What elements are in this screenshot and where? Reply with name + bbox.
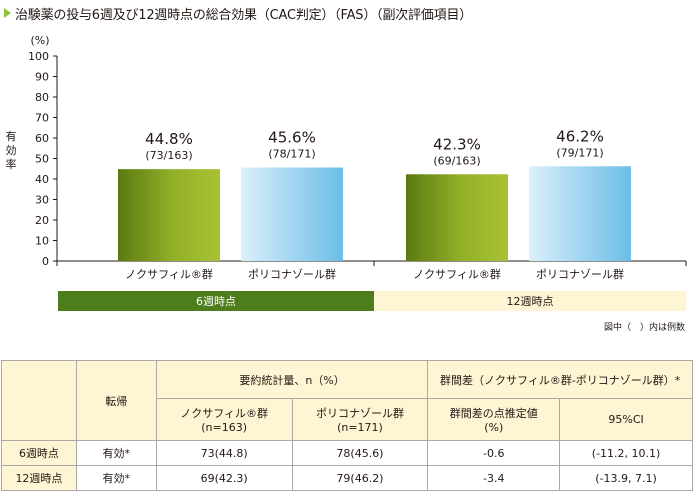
- table-corner: [1, 360, 77, 441]
- footnote: 図中（ ）内は例数: [603, 323, 685, 333]
- table-row: 12週時点 有効* 69(42.3) 79(46.2) -3.4 (-13.9,…: [1, 465, 693, 491]
- y-tick-label: 50: [35, 153, 49, 166]
- x-category-label: ノクサフィル®群: [125, 267, 213, 281]
- header-point-label: 群間差の点推定値: [449, 407, 538, 420]
- row-noxafil-value: 73(44.8): [155, 440, 293, 466]
- row-ci: (-13.9, 7.1): [559, 465, 693, 491]
- header-vori-n: (n=171): [337, 421, 383, 434]
- bar: [241, 167, 343, 261]
- row-vori-value: 79(46.2): [291, 465, 429, 491]
- row-vori-value: 78(45.6): [291, 440, 429, 466]
- y-unit-label: (%): [30, 34, 49, 47]
- header-ci: 95%CI: [559, 398, 693, 441]
- y-tick-label: 30: [35, 194, 49, 207]
- y-axis-label-char: 効: [6, 143, 17, 157]
- row-ci: (-11.2, 10.1): [559, 440, 693, 466]
- bar-percent-label: 44.8%: [145, 130, 193, 148]
- row-outcome: 有効*: [75, 440, 157, 466]
- bar: [529, 166, 631, 261]
- bar-count-label: (69/163): [433, 154, 480, 167]
- y-axis-label-char: 有: [6, 129, 17, 143]
- bar: [406, 174, 508, 261]
- bar-percent-label: 42.3%: [433, 135, 481, 153]
- row-point-estimate: -3.4: [427, 465, 561, 491]
- page-title: 治験薬の投与6週及び12週時点の総合効果（CAC判定）（FAS）（副次評価項目）: [4, 3, 472, 23]
- header-point-unit: (%): [484, 421, 504, 434]
- row-outcome: 有効*: [75, 465, 157, 491]
- group-band-12w: 12週時点: [374, 291, 686, 311]
- group-band-6w: 6週時点: [58, 291, 374, 311]
- y-axis-label-char: 率: [6, 157, 17, 171]
- header-point: 群間差の点推定値 (%): [427, 398, 561, 441]
- header-vori-label: ポリコナゾール群: [315, 407, 404, 420]
- row-timepoint: 6週時点: [1, 440, 77, 466]
- bar-count-label: (79/171): [556, 146, 603, 159]
- header-noxafil-n: (n=163): [201, 421, 248, 434]
- bar: [118, 169, 220, 261]
- header-vori: ポリコナゾール群 (n=171): [291, 398, 429, 441]
- y-tick-label: 40: [35, 173, 49, 186]
- table-row: 6週時点 有効* 73(44.8) 78(45.6) -0.6 (-11.2, …: [1, 440, 693, 466]
- row-noxafil-value: 69(42.3): [155, 465, 293, 491]
- summary-table: 転帰 要約統計量、n（%） 群間差（ノクサフィル®群-ポリコナゾール群）* ノク…: [1, 360, 693, 491]
- header-noxafil-label: ノクサフィル®群: [180, 407, 269, 420]
- x-category-label: ポリコナゾール群: [248, 267, 336, 281]
- title-arrow-icon: [4, 8, 11, 18]
- bar-count-label: (78/171): [268, 148, 315, 161]
- header-noxafil: ノクサフィル®群 (n=163): [155, 398, 293, 441]
- y-tick-label: 80: [35, 91, 49, 104]
- y-tick-label: 90: [35, 71, 49, 84]
- row-point-estimate: -0.6: [427, 440, 561, 466]
- y-tick-label: 20: [35, 214, 49, 227]
- x-category-label: ノクサフィル®群: [413, 267, 501, 281]
- y-tick-label: 70: [35, 112, 49, 125]
- header-summary: 要約統計量、n（%）: [155, 360, 429, 399]
- bar-chart: 0 10 20 30 40 50 60 70 80 90 100 (%) 有効率 44.8%(73/163…: [6, 34, 687, 281]
- row-timepoint: 12週時点: [1, 465, 77, 491]
- header-diff: 群間差（ノクサフィル®群-ポリコナゾール群）*: [427, 360, 693, 399]
- header-outcome: 転帰: [75, 360, 157, 441]
- y-tick-label: 0: [42, 255, 49, 268]
- y-tick-label: 10: [35, 235, 49, 248]
- page-title-text: 治験薬の投与6週及び12週時点の総合効果（CAC判定）（FAS）（副次評価項目）: [15, 7, 473, 23]
- bar-percent-label: 45.6%: [268, 129, 316, 147]
- x-category-label: ポリコナゾール群: [536, 267, 624, 281]
- bar-count-label: (73/163): [145, 149, 192, 162]
- y-tick-label: 60: [35, 132, 49, 145]
- y-tick-label: 100: [28, 50, 49, 63]
- bar-percent-label: 46.2%: [556, 127, 604, 145]
